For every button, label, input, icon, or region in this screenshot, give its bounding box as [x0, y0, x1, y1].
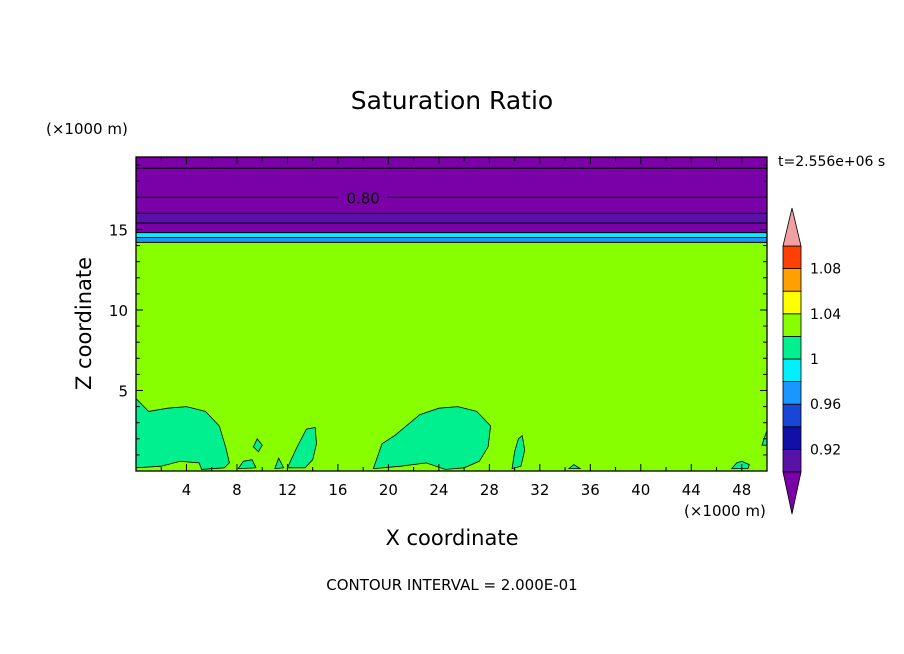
y-tick-label: 5 [118, 382, 128, 400]
x-tick-label: 32 [530, 481, 549, 499]
contour-band-3 [136, 223, 767, 233]
colorbar-bin-6 [782, 313, 802, 337]
contour-band-5 [136, 237, 767, 243]
colorbar-bin-5 [782, 335, 802, 360]
colorbar-bin-2 [782, 403, 802, 428]
x-tick-label: 20 [379, 481, 398, 499]
contour-interval-note: CONTOUR INTERVAL = 2.000E-01 [326, 576, 578, 594]
colorbar-bin-0 [782, 448, 802, 473]
x-tick-label: 40 [631, 481, 650, 499]
contour-band-2 [136, 213, 767, 224]
x-tick-label: 16 [328, 481, 347, 499]
contour-band-6 [136, 242, 767, 471]
colorbar-bin-9 [782, 245, 802, 270]
colorbar-bin-4 [782, 358, 802, 383]
x-tick-label: 12 [278, 481, 297, 499]
colorbar-tick-label: 1 [810, 352, 819, 368]
x-tick-label: 28 [480, 481, 499, 499]
x-axis-unit: (×1000 m) [684, 502, 766, 520]
x-tick-label: 48 [732, 481, 751, 499]
low-saturation-region-3 [286, 427, 317, 469]
colorbar-bin-7 [782, 290, 802, 315]
contour-band-4 [136, 232, 767, 238]
x-tick-label: 44 [682, 481, 701, 499]
contour-label: 0.80 [346, 189, 379, 207]
colorbar-bin-1 [782, 426, 802, 450]
x-tick-label: 8 [232, 481, 242, 499]
low-saturation-region-4 [274, 457, 285, 470]
low-saturation-region-6 [511, 434, 526, 470]
y-axis-unit: (×1000 m) [46, 120, 128, 138]
y-tick-label: 15 [109, 221, 128, 239]
x-tick-label: 4 [182, 481, 192, 499]
low-saturation-region-7 [567, 464, 582, 470]
y-tick-label: 10 [109, 302, 128, 320]
colorbar-tick-label: 0.96 [810, 397, 841, 413]
colorbar-tick-label: 1.04 [810, 307, 841, 323]
contour-band-1 [136, 197, 767, 214]
low-saturation-region-1 [237, 459, 257, 470]
contour-label-bg [339, 189, 388, 206]
colorbar-tick-label: 1.08 [810, 262, 841, 278]
colorbar-under-arrow [782, 471, 802, 515]
colorbar-tick-label: 0.92 [810, 442, 841, 458]
low-saturation-region-9 [761, 430, 768, 446]
low-saturation-region-5 [372, 406, 492, 470]
plot-frame [135, 156, 768, 472]
y-axis-label: Z coordinate [72, 256, 96, 390]
chart-title: Saturation Ratio [350, 86, 554, 115]
colorbar-bin-3 [782, 381, 802, 405]
low-saturation-region-2 [252, 438, 263, 453]
contour-band-0 [136, 157, 767, 198]
x-tick-label: 24 [429, 481, 448, 499]
time-label: t=2.556e+06 s [778, 154, 886, 170]
colorbar-over-arrow [782, 207, 802, 247]
low-saturation-region-0 [135, 397, 230, 470]
colorbar-bin-8 [782, 268, 802, 292]
x-axis-label: X coordinate [385, 526, 519, 550]
low-saturation-region-8 [730, 460, 750, 470]
x-tick-label: 36 [581, 481, 600, 499]
